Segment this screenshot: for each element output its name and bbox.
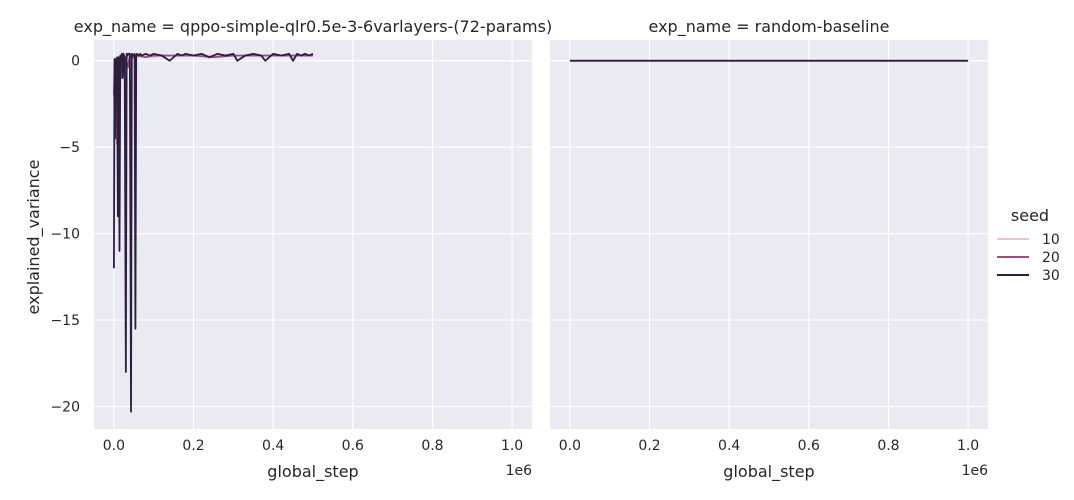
x-tick-label: 0.4 (262, 438, 284, 454)
legend-item-seed-10: 10 (997, 232, 1060, 248)
x-tick-label: 0.6 (798, 438, 820, 454)
legend-label: 10 (1042, 232, 1060, 248)
y-tick-label: −15 (50, 313, 80, 329)
x-tick-label: 1.0 (501, 438, 523, 454)
x-tick-label: 1.0 (957, 438, 979, 454)
x-axis-label: global_step (723, 462, 814, 482)
facet-panel-1: exp_name = qppo-simple-qlr0.5e-3-6varlay… (50, 17, 552, 482)
plot-background (94, 40, 532, 429)
series-lines (113, 52, 314, 413)
x-tick-label: 0.0 (559, 438, 581, 454)
x-tick-label: 0.2 (638, 438, 660, 454)
y-axis-label: explained_variance (24, 160, 44, 315)
chart-panels: exp_name = qppo-simple-qlr0.5e-3-6varlay… (50, 17, 988, 482)
x-offset-label: 1e6 (962, 463, 989, 479)
facet-title: exp_name = random-baseline (649, 17, 890, 37)
x-tick-label: 0.8 (421, 438, 443, 454)
x-offset-label: 1e6 (506, 463, 533, 479)
legend: seed 10 20 30 (997, 206, 1060, 284)
x-tick-label: 0.2 (182, 438, 204, 454)
y-tick-label: −20 (50, 400, 80, 416)
x-tick-label: 0.6 (342, 438, 364, 454)
legend-item-seed-20: 20 (997, 250, 1060, 266)
legend-title: seed (1011, 206, 1049, 225)
legend-label: 20 (1042, 250, 1060, 266)
y-tick-label: 0 (71, 54, 80, 70)
y-tick-label: −5 (59, 140, 80, 156)
legend-item-seed-30: 30 (997, 268, 1060, 284)
series-line-seed-30 (113, 52, 314, 413)
x-tick-label: 0.4 (718, 438, 740, 454)
y-tick-label: −10 (50, 227, 80, 243)
plot-background (550, 40, 988, 429)
legend-label: 30 (1042, 268, 1060, 284)
facet-title: exp_name = qppo-simple-qlr0.5e-3-6varlay… (74, 17, 552, 37)
facet-panel-2: exp_name = random-baseline 0.0 0.2 0.4 0.6 0.… (550, 17, 988, 482)
x-tick-label: 0.0 (103, 438, 125, 454)
x-axis-label: global_step (267, 462, 358, 482)
x-tick-label: 0.8 (877, 438, 899, 454)
